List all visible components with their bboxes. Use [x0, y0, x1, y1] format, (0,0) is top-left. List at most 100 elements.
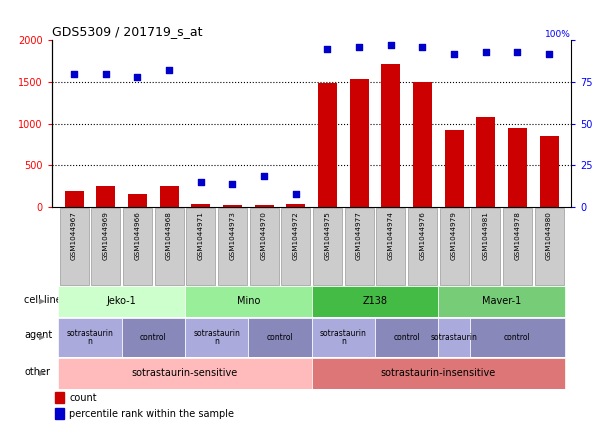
Point	[164, 67, 174, 74]
Text: GSM1044969: GSM1044969	[103, 211, 109, 260]
FancyBboxPatch shape	[186, 208, 215, 285]
Text: GSM1044981: GSM1044981	[483, 211, 489, 260]
Bar	[287, 204, 306, 207]
Bar	[122, 318, 185, 357]
Text: GSM1044978: GSM1044978	[514, 211, 521, 260]
Bar	[54, 393, 64, 404]
FancyBboxPatch shape	[345, 208, 374, 285]
Bar	[58, 358, 312, 388]
Bar	[312, 318, 375, 357]
Point	[259, 172, 269, 179]
Bar	[191, 204, 210, 207]
Bar	[438, 286, 565, 316]
Text: control: control	[140, 333, 167, 342]
Bar	[438, 318, 470, 357]
Text: GSM1044967: GSM1044967	[71, 211, 77, 260]
Point	[227, 181, 237, 187]
Text: GSM1044974: GSM1044974	[388, 211, 393, 260]
Text: GSM1044973: GSM1044973	[230, 211, 235, 260]
FancyBboxPatch shape	[123, 208, 152, 285]
Point	[354, 44, 364, 50]
FancyBboxPatch shape	[218, 208, 247, 285]
Point	[69, 70, 79, 77]
Point	[196, 179, 206, 186]
Point	[544, 50, 554, 57]
Text: GSM1044980: GSM1044980	[546, 211, 552, 260]
Text: sotrastaurin
n: sotrastaurin n	[320, 329, 367, 346]
Text: sotrastaurin
n: sotrastaurin n	[67, 329, 114, 346]
Text: Maver-1: Maver-1	[482, 297, 521, 306]
Point	[417, 44, 427, 50]
Bar	[381, 64, 400, 207]
Bar	[477, 117, 496, 207]
Text: agent: agent	[24, 330, 53, 341]
Bar	[223, 205, 242, 207]
Text: GSM1044966: GSM1044966	[134, 211, 141, 260]
Text: sotrastaurin
n: sotrastaurin n	[193, 329, 240, 346]
Text: GSM1044976: GSM1044976	[419, 211, 425, 260]
Text: sotrastaurin: sotrastaurin	[431, 333, 478, 342]
Point	[513, 49, 522, 55]
Point	[291, 190, 301, 197]
FancyBboxPatch shape	[91, 208, 120, 285]
Text: GSM1044972: GSM1044972	[293, 211, 299, 260]
Bar	[54, 408, 64, 419]
Bar	[413, 82, 432, 207]
Text: GSM1044970: GSM1044970	[261, 211, 267, 260]
Point	[386, 42, 396, 49]
FancyBboxPatch shape	[376, 208, 405, 285]
Bar	[159, 187, 178, 207]
Bar	[185, 318, 248, 357]
Bar	[540, 136, 558, 207]
Text: GSM1044975: GSM1044975	[324, 211, 331, 260]
Text: control: control	[266, 333, 293, 342]
Text: GSM1044968: GSM1044968	[166, 211, 172, 260]
Text: count: count	[69, 393, 97, 403]
FancyBboxPatch shape	[471, 208, 500, 285]
Text: control: control	[393, 333, 420, 342]
Point	[101, 70, 111, 77]
Bar	[128, 194, 147, 207]
FancyBboxPatch shape	[408, 208, 437, 285]
Text: GSM1044971: GSM1044971	[198, 211, 204, 260]
Text: other: other	[24, 367, 51, 377]
Point	[133, 74, 142, 80]
Text: Jeko-1: Jeko-1	[107, 297, 136, 306]
Point	[449, 50, 459, 57]
Text: Z138: Z138	[362, 297, 387, 306]
FancyBboxPatch shape	[313, 208, 342, 285]
Bar	[58, 286, 185, 316]
Text: percentile rank within the sample: percentile rank within the sample	[69, 409, 234, 419]
FancyBboxPatch shape	[503, 208, 532, 285]
Text: cell line: cell line	[24, 295, 62, 305]
Point	[323, 45, 332, 52]
Point	[481, 49, 491, 55]
Bar	[375, 318, 438, 357]
Text: GSM1044979: GSM1044979	[451, 211, 457, 260]
FancyBboxPatch shape	[155, 208, 184, 285]
Text: 100%: 100%	[546, 30, 571, 39]
Bar	[349, 80, 368, 207]
Text: GDS5309 / 201719_s_at: GDS5309 / 201719_s_at	[52, 25, 202, 38]
Bar	[445, 130, 464, 207]
FancyBboxPatch shape	[59, 208, 89, 285]
Bar	[185, 286, 312, 316]
Text: sotrastaurin-insensitive: sotrastaurin-insensitive	[381, 368, 496, 378]
FancyBboxPatch shape	[249, 208, 279, 285]
Bar	[312, 358, 565, 388]
Bar	[312, 286, 438, 316]
Bar	[248, 318, 312, 357]
Bar	[97, 186, 115, 207]
Text: Mino: Mino	[236, 297, 260, 306]
FancyBboxPatch shape	[439, 208, 469, 285]
Text: GSM1044977: GSM1044977	[356, 211, 362, 260]
Bar	[318, 83, 337, 207]
FancyBboxPatch shape	[535, 208, 564, 285]
FancyBboxPatch shape	[281, 208, 310, 285]
Text: control: control	[504, 333, 531, 342]
Bar	[508, 128, 527, 207]
Bar	[470, 318, 565, 357]
Bar	[58, 318, 122, 357]
Bar	[255, 205, 274, 207]
Bar	[65, 190, 84, 207]
